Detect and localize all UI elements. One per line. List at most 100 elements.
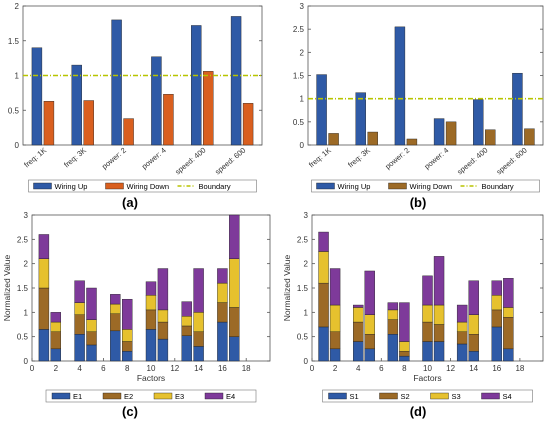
stack-segment-s2 — [456, 331, 468, 345]
stack-segment-s2 — [468, 334, 479, 352]
legend-swatch — [153, 392, 173, 400]
x-tick-label: 0 — [310, 364, 315, 373]
stack-segment-s2 — [329, 331, 341, 350]
panel-d: 0 0.5 1 1.5 2 2.5 3 0 2 4 6 8 10 12 14 16 18 Factors Norma… — [282, 211, 544, 403]
bar-wiring-down — [367, 131, 378, 146]
stack-segment-s1 — [456, 343, 468, 362]
stack-segment-s1 — [491, 326, 502, 362]
legend-label: S4 — [503, 392, 512, 401]
stack-segment-s1 — [422, 341, 433, 362]
x-tick-label: 4 — [77, 364, 82, 373]
bar-wiring-down — [123, 118, 134, 146]
stack-segment-e4 — [38, 234, 50, 259]
stack-segment-e1 — [110, 330, 121, 362]
stack-segment-e4 — [193, 268, 204, 313]
x-tick-label: 6 — [101, 364, 106, 373]
stack-segment-s2 — [387, 319, 399, 335]
stack-segment-e1 — [50, 348, 61, 362]
legend-label: Wiring Down — [127, 182, 170, 191]
stack-segment-e2 — [86, 331, 97, 346]
legend-label: Boundary — [482, 182, 514, 191]
stack-segment-e2 — [121, 341, 133, 352]
stack-segment-s3 — [456, 321, 468, 333]
legend-label: E2 — [124, 392, 133, 401]
bar-wiring-down — [43, 101, 55, 146]
stack-segment-e3 — [121, 329, 133, 342]
stack-segment-e3 — [181, 316, 192, 327]
legend-swatch — [316, 182, 335, 190]
stack-segment-e1 — [121, 351, 133, 362]
panel-b: 0 0.5 1 1.5 2 2.5 3 freq: 1K freq: 3K power: 2 pow… — [293, 2, 544, 193]
bar-wiring-down — [328, 133, 339, 146]
stack-segment-s1 — [399, 355, 410, 362]
caption-d: (d) — [410, 404, 427, 419]
x-tick-label: freq: 3K — [62, 146, 88, 170]
caption-a: (a) — [122, 195, 138, 210]
stack-segment-e3 — [110, 303, 121, 314]
legend-label: Boundary — [199, 182, 231, 191]
bar-wiring-down — [485, 129, 496, 146]
x-tick-label: 14 — [194, 364, 203, 373]
stack-segment-s4 — [329, 268, 341, 306]
stack-segment-s2 — [433, 324, 445, 342]
y-tick-label: 3 — [24, 211, 29, 220]
stack-segment-s1 — [433, 341, 445, 362]
stack-segment-s3 — [422, 304, 433, 323]
legend-label: Wiring Down — [410, 182, 453, 191]
y-tick-label: 0.5 — [8, 106, 20, 115]
stack-segment-s4 — [503, 278, 514, 308]
y-tick-label: 3 — [300, 2, 305, 11]
bar-wiring-up — [394, 26, 406, 146]
bar-wiring-up — [433, 118, 445, 146]
stack-segment-s3 — [503, 307, 514, 318]
stack-segment-e2 — [193, 331, 204, 347]
x-tick-label: 12 — [446, 364, 455, 373]
x-tick-label: 4 — [356, 364, 361, 373]
stack-segment-e2 — [229, 307, 240, 337]
stack-segment-e2 — [50, 331, 61, 350]
x-tick-label: speed: 600 — [213, 146, 247, 177]
stack-segment-e2 — [38, 287, 50, 330]
y-tick-label: 1.5 — [8, 37, 20, 46]
stack-segment-s2 — [422, 321, 433, 342]
stack-segment-s4 — [422, 275, 433, 306]
x-tick-label: 6 — [379, 364, 384, 373]
stack-segment-s4 — [353, 304, 364, 308]
x-tick-label: power: 4 — [140, 146, 168, 171]
bar-wiring-up — [230, 16, 242, 146]
y-tick-label: 2.5 — [297, 235, 309, 244]
bar-wiring-up — [191, 25, 202, 146]
legend-swatch — [33, 182, 52, 190]
stack-segment-e4 — [74, 280, 85, 303]
legend-swatch — [105, 182, 124, 190]
stack-segment-e1 — [38, 329, 50, 362]
bar-wiring-up — [473, 99, 484, 146]
stack-segment-s1 — [318, 326, 329, 362]
x-tick-label: speed: 400 — [173, 146, 207, 177]
stack-segment-s1 — [468, 351, 479, 362]
legend-label: S2 — [401, 392, 410, 401]
stack-segment-e3 — [50, 321, 61, 333]
legend-swatch — [430, 392, 449, 400]
x-tick-label: 14 — [469, 364, 478, 373]
stack-segment-e2 — [181, 325, 192, 336]
stack-segment-e3 — [38, 258, 50, 289]
stack-segment-e1 — [86, 344, 97, 362]
stack-segment-e1 — [145, 329, 157, 362]
legend-label: E1 — [73, 392, 82, 401]
stack-segment-e1 — [229, 336, 240, 362]
stack-segment-e3 — [193, 312, 204, 333]
legend-label: S1 — [350, 392, 359, 401]
stack-segment-s1 — [329, 348, 341, 362]
stack-segment-e4 — [157, 268, 169, 311]
stack-segment-s1 — [353, 341, 364, 362]
axes-frame — [307, 5, 544, 146]
legend-label: E3 — [175, 392, 184, 401]
stack-segment-e4 — [229, 214, 240, 259]
stack-segment-s1 — [387, 334, 399, 362]
x-tick-label: 8 — [125, 364, 130, 373]
stack-segment-e4 — [110, 294, 121, 305]
stack-segment-e4 — [121, 298, 133, 330]
legend-swatch — [379, 392, 398, 400]
y-tick-label: 3 — [304, 211, 309, 220]
